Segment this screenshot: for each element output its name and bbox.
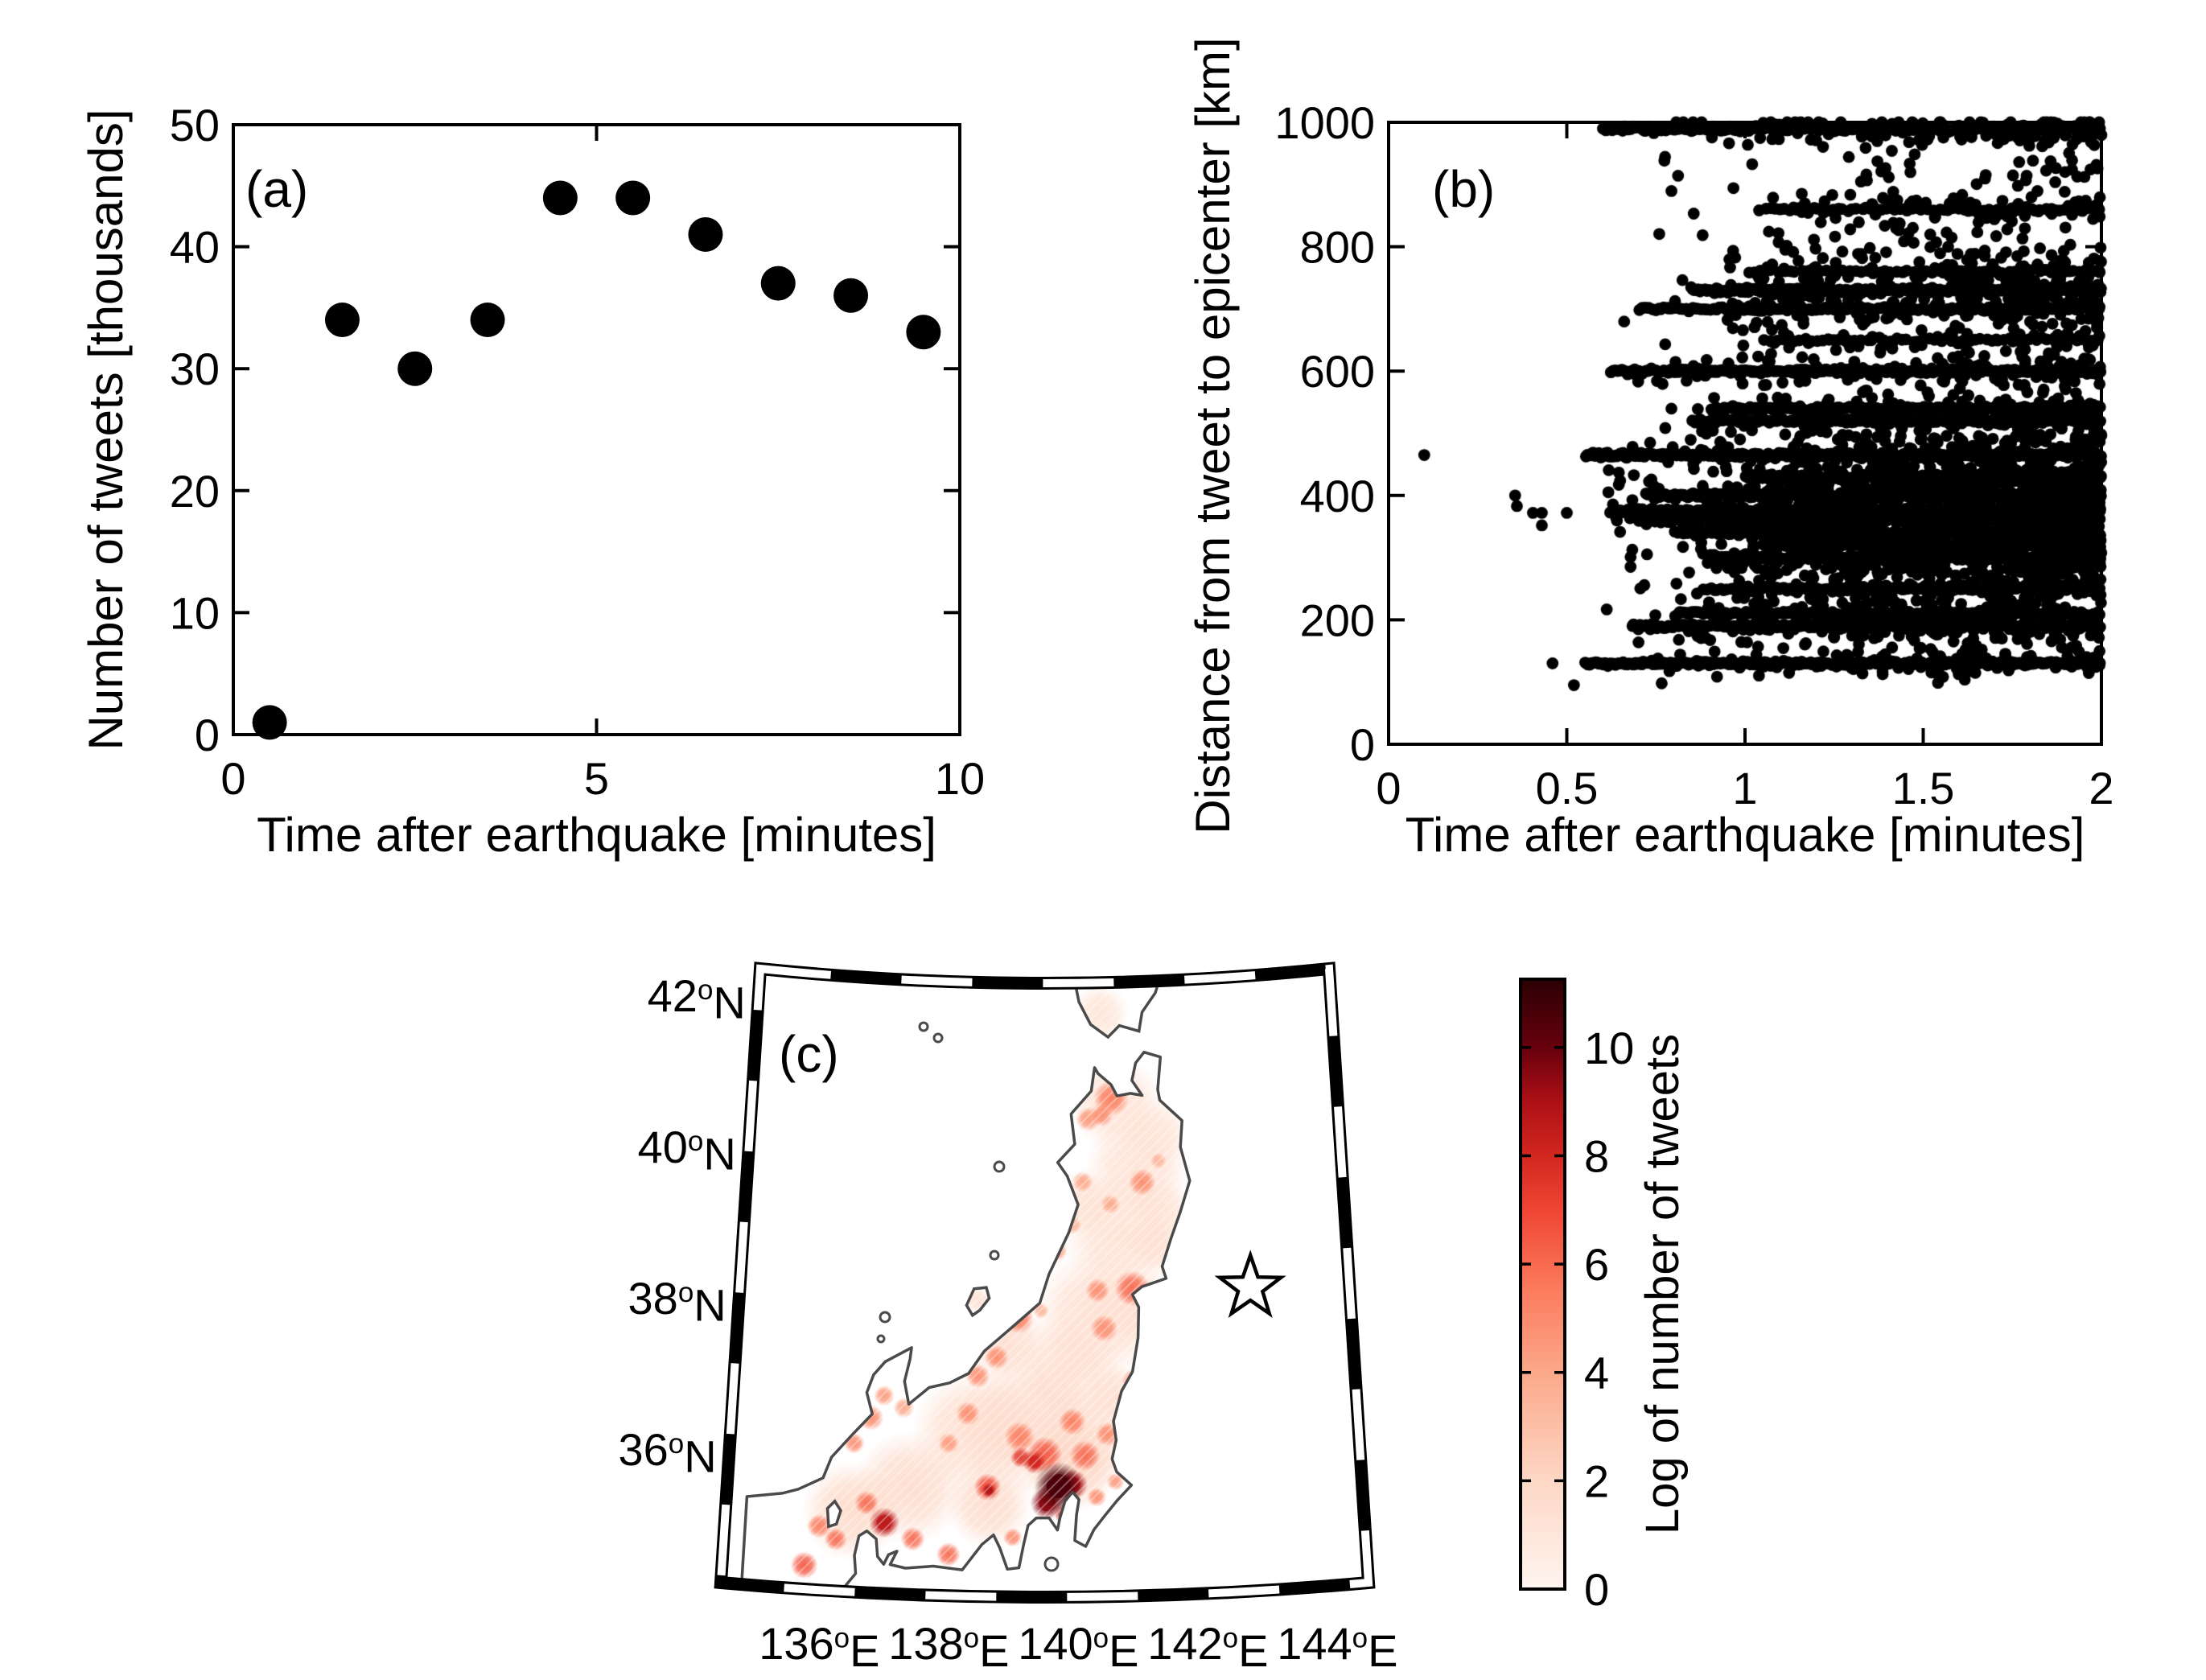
axes-box [232,123,961,736]
lon-tick-label: 144oE [1277,1618,1397,1676]
y-tick-label: 400 [1300,471,1375,521]
panel-a-ylabel: Number of tweets [thousands] [79,109,133,750]
x-tick-label: 1 [1732,763,1757,813]
y-tick-label: 50 [170,100,220,150]
panel-b-distance-vs-time: 0 0.5 1 1.5 2 0 200 400 600 800 1000 (b) Time after … [1186,37,2114,862]
panel-c-japan-map: (c) 42oN 40oN 38oN 36oN 136oE 138oE 140oE 142oE 1… [618,961,1397,1676]
small-island [993,1160,1006,1173]
lon-tick-label: 142oE [1147,1618,1268,1676]
data-point [906,315,941,350]
y-tick-label: 10 [170,587,220,638]
data-point [542,180,578,216]
coastline-honshu [738,1050,1191,1591]
y-tick-label: 20 [170,466,220,517]
data-point [470,303,505,338]
colorbar-tick-label: 10 [1584,1023,1634,1073]
panel-letter-c: (c) [779,1025,839,1083]
data-point [324,303,360,338]
epicenter-star [1214,1250,1286,1319]
small-island [879,1311,891,1324]
panel-b-xlabel: Time after earthquake [minutes] [1406,808,2085,862]
lon-tick-label: 138oE [888,1618,1009,1676]
lon-tick-label: 136oE [759,1618,879,1676]
data-point [833,278,869,313]
colorbar-label: Log of number of tweets [1636,1034,1689,1534]
y-tick-label: 0 [1350,719,1375,770]
coastline-hokkaido [1069,975,1167,1040]
x-tick-label: 5 [584,753,609,804]
y-tick-label: 600 [1300,346,1375,397]
data-point [252,705,287,740]
y-tick-label: 0 [195,710,220,760]
y-tick-label: 30 [170,344,220,394]
lon-tick-label: 140oE [1018,1618,1138,1676]
data-point [688,216,723,252]
small-island [1043,1556,1060,1572]
small-island [989,1250,1000,1261]
colorbar-tick-label: 8 [1584,1130,1609,1181]
x-tick-label: 10 [935,753,985,804]
map-frame-checker [716,964,1373,1601]
y-tick-label: 200 [1300,595,1375,645]
axes-box [1387,121,2103,746]
coastline-sado-island [965,1286,991,1318]
colorbar-log-tweets: 0 2 4 6 8 10 Log of number of tweets [1519,978,1689,1615]
data-point [760,266,796,301]
small-island [876,1334,886,1344]
panel-a-tweets-vs-time: 0 5 10 0 10 20 30 40 50 (a) Time after earthquake … [79,100,985,862]
x-tick-label: 2 [2089,763,2113,813]
x-tick-label: 1.5 [1892,763,1955,813]
lake-biwa [825,1499,842,1529]
colorbar-tick-label: 2 [1584,1456,1609,1506]
colorbar-gradient [1519,978,1566,1591]
x-tick-label: 0.5 [1536,763,1599,813]
x-tick-label: 0 [220,753,245,804]
data-point [397,351,433,386]
colorbar-tick-label: 0 [1584,1564,1609,1615]
panel-letter-b: (b) [1432,160,1495,218]
y-tick-label: 1000 [1274,97,1375,148]
lat-tick-label: 38oN [628,1273,726,1331]
colorbar-tick-label: 4 [1584,1348,1609,1398]
lat-tick-label: 42oN [648,970,746,1028]
y-tick-label: 800 [1300,222,1375,273]
panel-letter-a: (a) [245,160,308,218]
colorbar-tick-label: 6 [1584,1239,1609,1290]
x-tick-label: 0 [1376,763,1401,813]
small-island [932,1032,944,1044]
y-tick-label: 40 [170,222,220,273]
small-island [918,1021,929,1032]
panel-a-xlabel: Time after earthquake [minutes] [257,808,936,862]
lat-tick-label: 36oN [618,1424,716,1482]
panel-b-ylabel: Distance from tweet to epicenter [km] [1186,37,1240,834]
lat-tick-label: 40oN [638,1122,736,1180]
data-point [615,180,651,216]
